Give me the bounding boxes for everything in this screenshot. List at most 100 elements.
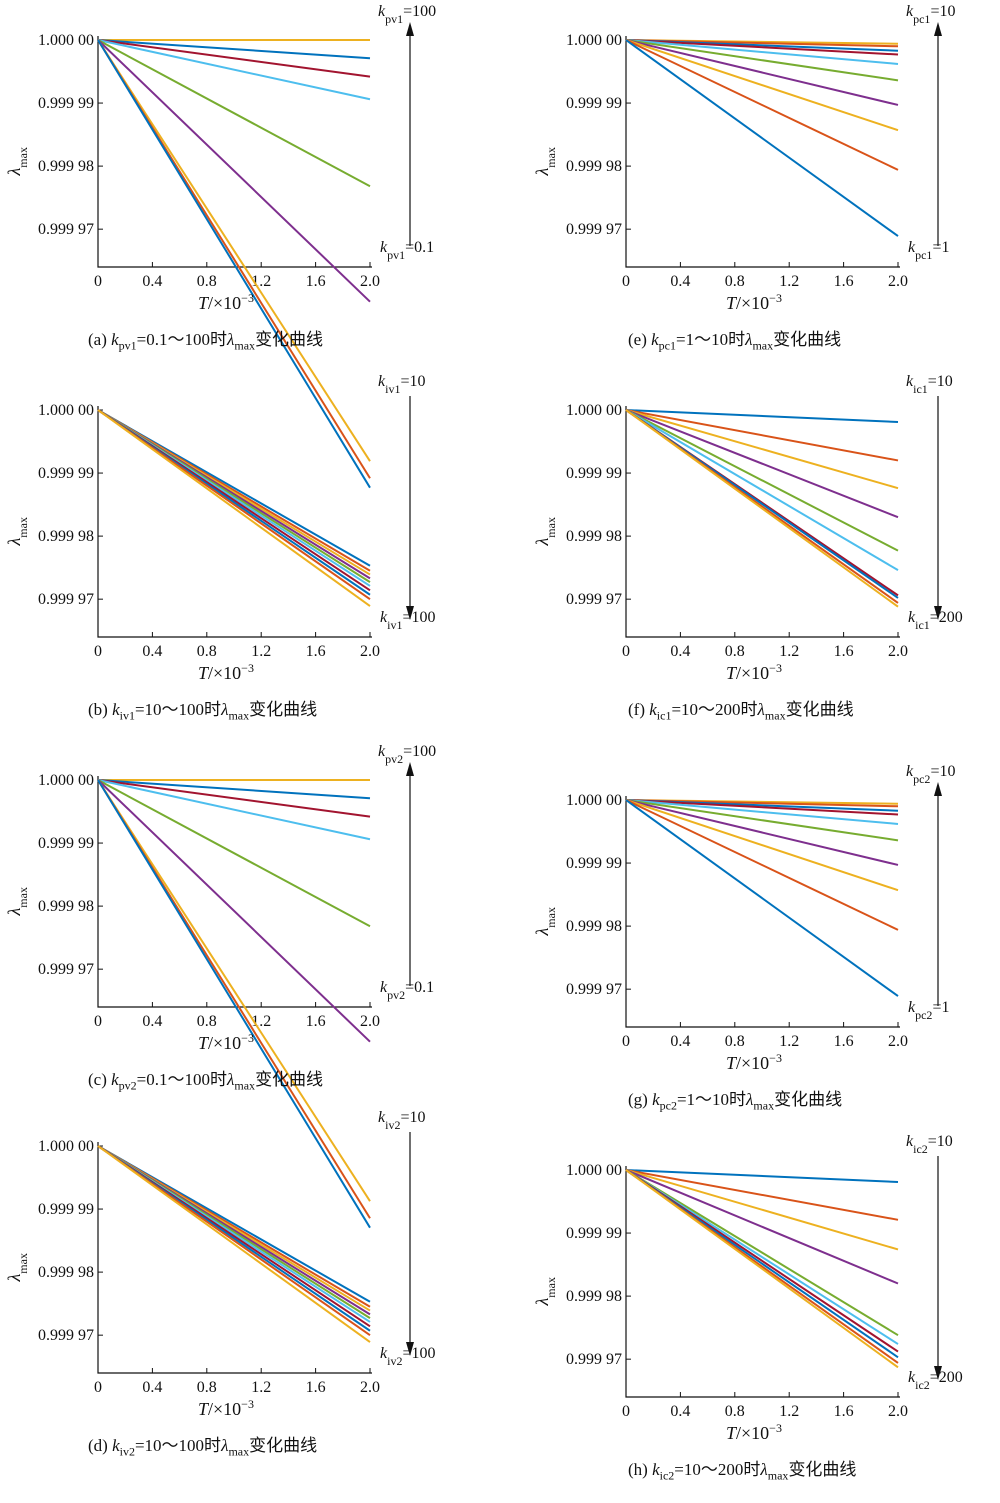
x-tick-label: 2.0 [888,273,908,290]
series-line [625,39,899,82]
x-tick-label: 0.4 [142,1379,162,1396]
y-tick-label: 0.999 98 [38,898,94,915]
direction-arrow [406,396,414,620]
series-line [625,39,899,56]
series-line [625,799,899,892]
series-lines [625,799,899,997]
series-line [625,39,899,132]
chart-svg: 0 0.4 0.8 1.2 1.6 2.01.000 000.999 990.999 98… [532,763,955,1073]
y-tick-label: 0.999 97 [38,591,94,608]
x-tick-label: 1.2 [779,643,799,660]
x-tick-label: 1.2 [779,273,799,290]
figure-caption: (d) kiv2=10～100时λmax变化曲线 [88,1436,318,1459]
y-axis-label: λmax​ [532,907,558,936]
x-ticks: 0 0.4 0.8 1.2 1.6 2.0 [94,262,380,290]
bottom-param-label: kiv2​=100 [380,1345,435,1368]
series-lines [625,39,899,237]
chart-svg: 0 0.4 0.8 1.2 1.6 2.01.000 000.999 990.999 98… [532,3,955,313]
x-tick-label: 0 [622,1403,630,1420]
series-line [97,39,371,188]
x-tick-label: 1.6 [306,643,326,660]
y-tick-label: 0.999 97 [566,1351,622,1368]
x-tick-label: 0.4 [670,1403,690,1420]
series-line [97,39,371,462]
bottom-param-label: kpc2​=1 [908,999,949,1022]
chart-panel-g: 0 0.4 0.8 1.2 1.6 2.0 1.000 00 0.999 99 0.999 98… [528,760,1000,1133]
y-tick-label: 0.999 98 [38,1264,94,1281]
series-lines [625,409,899,608]
series-line [625,1169,899,1369]
direction-arrow [406,1132,414,1356]
series-line [625,39,899,237]
x-tick-label: 2.0 [360,1013,380,1030]
x-tick-label: 1.6 [834,273,854,290]
chart-svg: 0 0.4 0.8 1.2 1.6 2.01.000 000.999 990.999 98… [4,1109,435,1419]
series-line [97,409,371,607]
series-line [625,1169,899,1337]
series-line [97,779,371,1043]
x-tick-label: 1.6 [834,1403,854,1420]
x-ticks: 0 0.4 0.8 1.2 1.6 2.0 [622,1392,908,1420]
y-tick-label: 0.999 98 [38,528,94,545]
y-tick-label: 0.999 97 [566,591,622,608]
y-axis-label: λmax​ [532,1277,558,1306]
bottom-param-label: kic1​=200 [908,609,963,632]
x-axis-label: T/×10−3​ [726,1051,782,1073]
chart-svg: 0 0.4 0.8 1.2 1.6 2.01.000 000.999 990.999 98… [4,743,436,1229]
bottom-param-label: kpv2​=0.1 [380,979,434,1002]
x-tick-label: 0.4 [142,273,162,290]
x-tick-label: 0.8 [197,273,217,290]
y-tick-label: 1.000 00 [566,1162,622,1179]
y-tick-label: 1.000 00 [566,792,622,809]
series-line [625,409,899,423]
x-tick-label: 2.0 [360,1379,380,1396]
y-tick-label: 1.000 00 [38,402,94,419]
x-tick-label: 1.6 [834,643,854,660]
series-line [625,39,899,65]
series-line [625,1169,899,1183]
chart-panel-h: 0 0.4 0.8 1.2 1.6 2.0 1.000 00 0.999 99 0.999 98… [528,1130,1000,1503]
series-line [625,409,899,572]
top-param-label: kpc2​=10 [906,763,955,786]
series-line [625,409,899,519]
x-tick-label: 1.2 [779,1033,799,1050]
bottom-param-label: kpv1​=0.1 [380,239,434,262]
figure-caption: (e) kpc1=1～10时λmax变化曲线 [628,330,842,353]
figure-caption: (a) kpv1=0.1～100时λmax变化曲线 [88,330,324,353]
y-tick-label: 0.999 97 [566,981,622,998]
chart-svg: 0 0.4 0.8 1.2 1.6 2.01.000 000.999 990.999 98… [4,3,436,489]
x-tick-label: 0.4 [670,1033,690,1050]
y-tick-label: 0.999 98 [566,1288,622,1305]
y-tick-label: 1.000 00 [566,32,622,49]
x-tick-label: 0 [94,273,102,290]
y-tick-label: 0.999 98 [38,158,94,175]
y-tick-label: 0.999 98 [566,528,622,545]
x-tick-label: 0.8 [197,1379,217,1396]
figure-caption: (h) kic2=10～200时λmax变化曲线 [628,1460,857,1483]
x-tick-label: 1.6 [306,273,326,290]
series-line [97,39,371,303]
series-lines [97,1145,371,1343]
y-tick-label: 1.000 00 [566,402,622,419]
y-axis-label: λmax​ [4,517,30,546]
x-tick-label: 0 [622,273,630,290]
y-tick-label: 0.999 97 [38,961,94,978]
y-tick-label: 1.000 00 [38,772,94,789]
x-tick-label: 2.0 [360,273,380,290]
top-param-label: kpv2​=100 [378,743,436,766]
direction-arrow [934,396,942,620]
series-line [97,779,371,818]
x-tick-label: 1.2 [251,1379,271,1396]
x-tick-label: 2.0 [888,1033,908,1050]
chart-panel-a: 0 0.4 0.8 1.2 1.6 2.0 1.000 00 0.999 99 0.999 98… [0,0,500,489]
chart-svg: 0 0.4 0.8 1.2 1.6 2.01.000 000.999 990.999 98… [532,1133,963,1443]
y-ticks: 1.000 00 0.999 99 0.999 98 0.999 97 [38,402,103,608]
series-line [97,779,371,841]
figure-caption: (g) kpc2=1～10时λmax变化曲线 [628,1090,843,1113]
top-param-label: kic2​=10 [906,1133,953,1156]
chart-svg: 0 0.4 0.8 1.2 1.6 2.01.000 000.999 990.999 98… [532,373,963,683]
chart-panel-b: 0 0.4 0.8 1.2 1.6 2.0 1.000 00 0.999 99 0.999 98… [0,370,500,743]
x-tick-label: 0.8 [725,273,745,290]
y-tick-label: 0.999 98 [566,918,622,935]
top-param-label: kpc1​=10 [906,3,955,26]
